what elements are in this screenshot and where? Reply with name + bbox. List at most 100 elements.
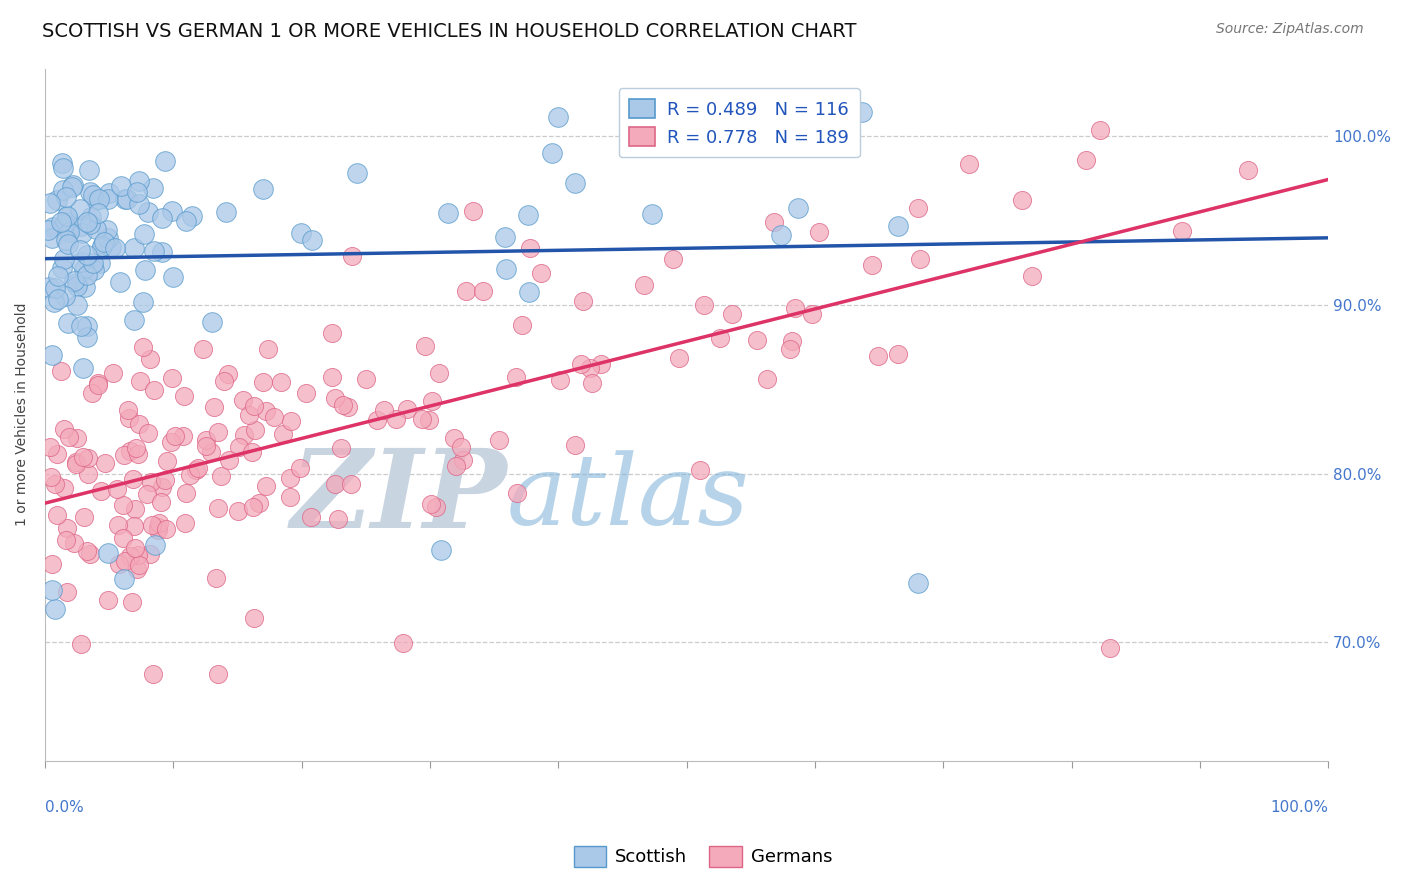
Point <box>76 544 98 558</box>
Point <box>242 500 264 514</box>
Point <box>194 433 217 447</box>
Point <box>807 225 830 239</box>
Point <box>444 459 467 474</box>
Point <box>120 549 142 563</box>
Point <box>214 374 236 388</box>
Point <box>641 207 664 221</box>
Point <box>232 393 254 408</box>
Point <box>41 558 63 572</box>
Point <box>155 474 177 488</box>
Point <box>125 442 148 456</box>
Point <box>436 205 458 219</box>
Point <box>413 339 436 353</box>
Point <box>41 582 63 597</box>
Point <box>541 146 564 161</box>
Point <box>80 386 103 401</box>
Point <box>1171 224 1194 238</box>
Point <box>89 192 111 206</box>
Point <box>45 447 67 461</box>
Point <box>55 189 77 203</box>
Point <box>411 411 433 425</box>
Point <box>252 182 274 196</box>
Legend: Scottish, Germans: Scottish, Germans <box>567 838 839 874</box>
Point <box>207 425 229 439</box>
Point <box>142 667 165 681</box>
Point <box>392 636 415 650</box>
Point <box>46 508 69 523</box>
Point <box>56 237 79 252</box>
Point <box>56 585 79 599</box>
Point <box>69 254 91 268</box>
Point <box>127 548 149 562</box>
Text: atlas: atlas <box>508 450 749 545</box>
Point <box>72 450 94 464</box>
Point <box>112 573 135 587</box>
Point <box>589 358 612 372</box>
Point <box>76 329 98 343</box>
Point <box>299 510 322 524</box>
Point <box>63 274 86 288</box>
Point <box>661 252 683 266</box>
Point <box>124 502 146 516</box>
Point <box>201 315 224 329</box>
Point <box>693 298 716 312</box>
Point <box>127 562 149 576</box>
Point <box>755 371 778 385</box>
Point <box>506 485 529 500</box>
Point <box>494 230 516 244</box>
Point <box>779 342 801 356</box>
Point <box>136 425 159 440</box>
Point <box>56 316 79 330</box>
Point <box>136 205 159 219</box>
Point <box>46 269 69 284</box>
Point <box>53 481 76 495</box>
Point <box>76 214 98 228</box>
Point <box>62 535 84 549</box>
Point <box>160 204 183 219</box>
Point <box>93 235 115 249</box>
Point <box>51 156 73 170</box>
Point <box>1074 153 1097 167</box>
Point <box>571 294 593 309</box>
Point <box>121 472 143 486</box>
Point <box>332 398 354 412</box>
Point <box>207 666 229 681</box>
Point <box>290 461 312 475</box>
Point <box>128 174 150 188</box>
Point <box>84 193 107 207</box>
Point <box>179 468 201 483</box>
Point <box>218 453 240 467</box>
Point <box>786 201 808 215</box>
Point <box>430 542 453 557</box>
Point <box>38 280 60 294</box>
Point <box>121 595 143 609</box>
Point <box>120 444 142 458</box>
Point <box>110 178 132 193</box>
Point <box>763 215 786 229</box>
Point <box>207 501 229 516</box>
Point <box>254 404 277 418</box>
Point <box>243 611 266 625</box>
Point <box>321 370 343 384</box>
Point <box>851 105 873 120</box>
Point <box>228 441 250 455</box>
Point <box>155 522 177 536</box>
Point <box>910 252 932 266</box>
Point <box>907 202 929 216</box>
Point <box>117 403 139 417</box>
Point <box>256 342 278 356</box>
Point <box>373 403 395 417</box>
Point <box>70 227 93 241</box>
Point <box>124 541 146 555</box>
Point <box>425 500 447 514</box>
Point <box>55 233 77 247</box>
Point <box>209 469 232 483</box>
Point <box>38 196 60 211</box>
Point <box>136 486 159 500</box>
Point <box>51 261 73 276</box>
Point <box>77 163 100 178</box>
Point <box>569 357 592 371</box>
Point <box>51 215 73 229</box>
Text: Source: ZipAtlas.com: Source: ZipAtlas.com <box>1216 22 1364 37</box>
Point <box>90 484 112 499</box>
